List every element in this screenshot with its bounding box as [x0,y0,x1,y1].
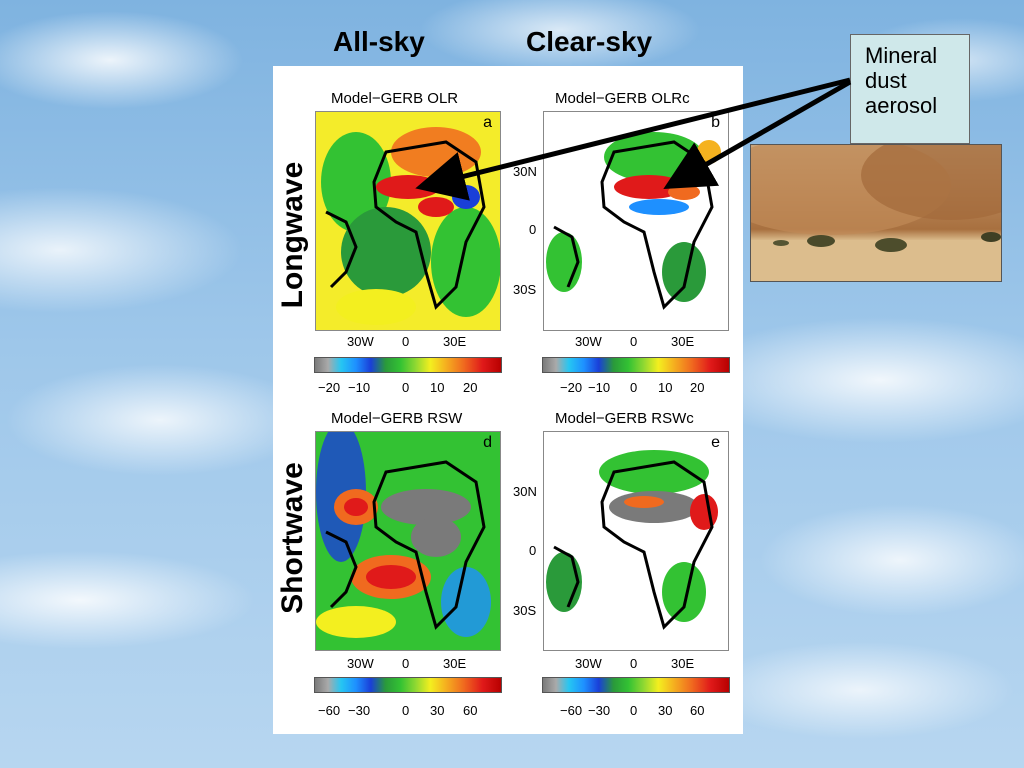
map-letter-a: a [483,114,492,131]
row-label-longwave: Longwave [276,161,309,309]
cb-sw-d-tick-1: −60 [318,703,341,718]
cb-sw-d-tick-3: 0 [402,703,410,718]
colorbar-shortwave-clear-sky [542,677,730,693]
cb-sw-e-tick-1: −60 [560,703,583,718]
lon-tick-30w-b: 30W [575,334,602,349]
cb-sw-d-tick-4: 30 [430,703,445,718]
mineral-dust-note: Mineral dust aerosol [850,34,970,144]
map-rsw-all-sky: d [315,431,501,651]
note-line-2: dust [865,68,907,93]
lat-tick-30n-bottom: 30N [513,484,537,499]
note-line-1: Mineral [865,43,938,68]
lon-tick-0-b: 0 [630,334,638,349]
map-letter-e: e [711,434,720,451]
lon-tick-30w-a: 30W [347,334,374,349]
map-letter-b: b [711,114,720,131]
lat-tick-30n-top: 30N [513,164,537,179]
lat-tick-0-top: 0 [529,222,537,237]
cb-lw-b-tick-1: −20 [560,380,583,395]
column-title-all-sky: All-sky [333,26,425,57]
figure-panel: Longwave Shortwave Model−GERB OLR Model−… [273,66,743,734]
cb-lw-b-tick-5: 20 [690,380,705,395]
cb-sw-e-tick-3: 0 [630,703,638,718]
lon-tick-30e-b: 30E [671,334,695,349]
lon-tick-30e-d: 30E [443,656,467,671]
cb-sw-d-tick-2: −30 [348,703,371,718]
lat-tick-0-bottom: 0 [529,543,537,558]
cb-lw-a-tick-4: 10 [430,380,445,395]
map-title-d: Model−GERB RSW [331,410,463,427]
lon-tick-0-e: 0 [630,656,638,671]
map-olr-clear-sky: b [543,111,729,331]
lon-tick-30e-e: 30E [671,656,695,671]
cb-sw-e-tick-4: 30 [658,703,673,718]
cb-lw-a-tick-3: 0 [402,380,410,395]
cb-lw-a-tick-5: 20 [463,380,478,395]
cb-lw-a-tick-2: −10 [348,380,371,395]
cb-sw-e-tick-5: 60 [690,703,705,718]
map-title-e: Model−GERB RSWc [555,410,694,427]
map-olr-all-sky: a [315,111,501,331]
map-rsw-clear-sky: e [543,431,729,651]
cb-lw-b-tick-2: −10 [588,380,611,395]
lon-tick-0-a: 0 [402,334,410,349]
cb-lw-b-tick-4: 10 [658,380,673,395]
lon-tick-30e-a: 30E [443,334,467,349]
lat-tick-30s-bottom: 30S [513,603,537,618]
lon-tick-30w-d: 30W [347,656,374,671]
cb-sw-e-tick-2: −30 [588,703,611,718]
map-title-b: Model−GERB OLRc [555,90,690,107]
lon-tick-30w-e: 30W [575,656,602,671]
cb-lw-b-tick-3: 0 [630,380,638,395]
map-title-a: Model−GERB OLR [331,90,459,107]
colorbar-longwave-clear-sky [542,357,730,373]
row-label-shortwave: Shortwave [276,462,309,614]
cb-sw-d-tick-5: 60 [463,703,478,718]
note-line-3: aerosol [865,93,938,118]
map-letter-d: d [483,434,492,451]
column-title-clear-sky: Clear-sky [526,26,653,57]
lon-tick-0-d: 0 [402,656,410,671]
cb-lw-a-tick-1: −20 [318,380,341,395]
colorbar-longwave-all-sky [314,357,502,373]
dust-storm-photo [750,144,1002,282]
lat-tick-30s-top: 30S [513,282,537,297]
colorbar-shortwave-all-sky [314,677,502,693]
